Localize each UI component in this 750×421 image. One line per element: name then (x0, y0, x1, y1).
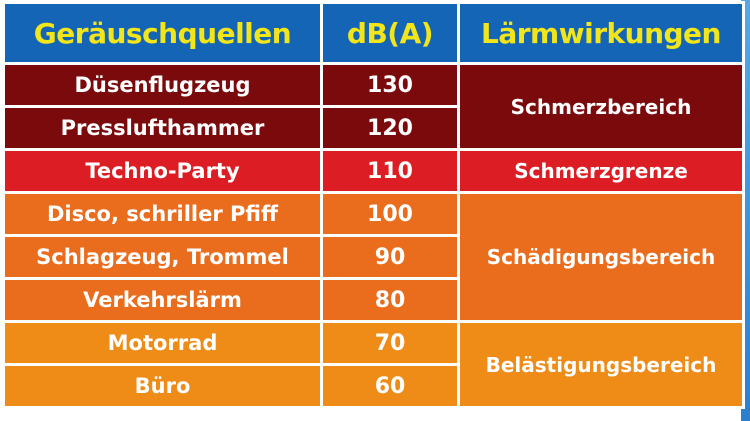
effect-cell-belaestigungsbereich: Belästigungsbereich (457, 320, 745, 409)
header-row: Geräuschquellen dB(A) Lärmwirkungen (2, 1, 745, 65)
db-cell: 130 (320, 62, 460, 108)
header-effects: Lärmwirkungen (457, 1, 745, 65)
db-cell: 120 (320, 105, 460, 151)
db-cell: 110 (320, 148, 460, 194)
table-row: Schlagzeug, Trommel 90 (2, 234, 744, 280)
source-cell: Düsenflugzeug (2, 62, 323, 108)
db-cell: 80 (320, 277, 460, 323)
table-row: Disco, schriller Pfiff 100 Schädigungsbe… (2, 191, 745, 323)
source-cell: Techno-Party (2, 148, 323, 194)
effect-cell-schaedigungsbereich: Schädigungsbereich (457, 191, 745, 323)
db-cell: 70 (320, 320, 460, 366)
source-cell: Schlagzeug, Trommel (2, 234, 323, 280)
table-row: Motorrad 70 Belästigungsbereich (2, 320, 745, 409)
blue-edge-strip (741, 0, 750, 421)
noise-level-table: Geräuschquellen dB(A) Lärmwirkungen Düse… (2, 1, 745, 409)
table-row: Düsenflugzeug 130 Schmerzbereich (2, 62, 745, 151)
source-cell: Disco, schriller Pfiff (2, 191, 323, 237)
effect-cell-schmerzbereich: Schmerzbereich (457, 62, 745, 151)
db-cell: 60 (320, 363, 460, 409)
table-row: Techno-Party 110 Schmerzgrenze (2, 148, 745, 194)
header-db: dB(A) (320, 1, 460, 65)
source-cell: Verkehrslärm (2, 277, 323, 323)
source-cell: Büro (2, 363, 323, 409)
table-row: Verkehrslärm 80 (2, 277, 744, 323)
source-cell: Motorrad (2, 320, 323, 366)
source-cell: Presslufthammer (2, 105, 323, 151)
header-sources: Geräuschquellen (2, 1, 323, 65)
table-row: Presslufthammer 120 (2, 105, 744, 151)
db-cell: 90 (320, 234, 460, 280)
table-row: Büro 60 (2, 363, 744, 409)
effect-cell-schmerzgrenze: Schmerzgrenze (457, 148, 745, 194)
db-cell: 100 (320, 191, 460, 237)
